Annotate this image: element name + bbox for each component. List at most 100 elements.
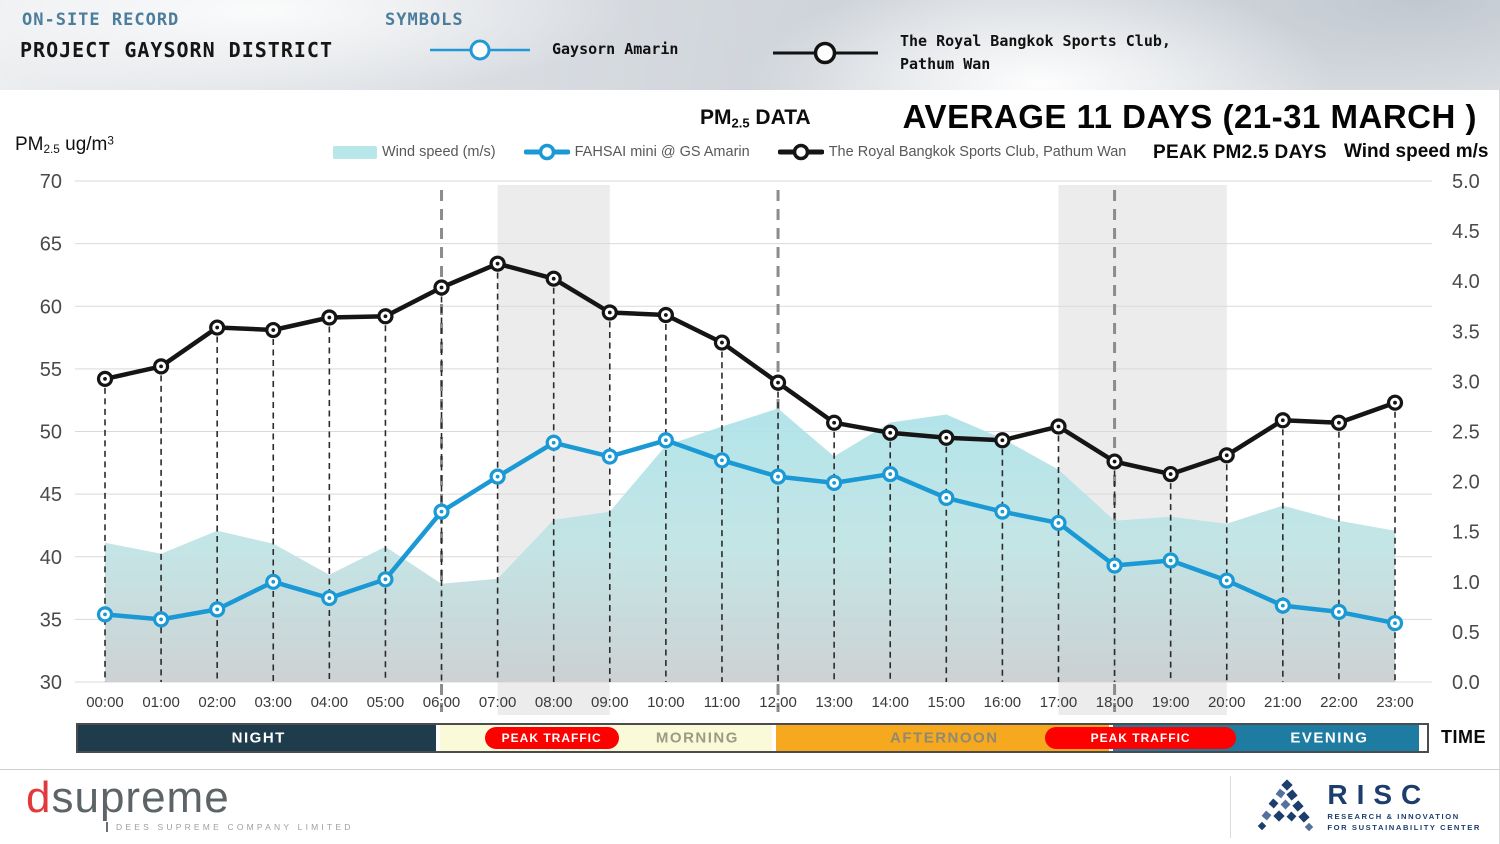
series-line (104, 261, 1396, 477)
symbol-label: Gaysorn Amarin (552, 40, 679, 59)
x-axis-tick: 03:00 (254, 694, 292, 711)
data-point-dot (383, 314, 388, 319)
x-axis-tick: 05:00 (367, 694, 405, 711)
x-axis-tick: 10:00 (647, 694, 685, 711)
data-point-dot (1280, 603, 1285, 608)
onsite-record-kicker: ON-SITE RECORD (22, 10, 180, 30)
data-point-dot (1224, 578, 1229, 583)
pm25-data-kicker: PM2.5 DATA (700, 106, 811, 131)
data-point-dot (607, 454, 612, 459)
right-axis-tick: 0.5 (1452, 622, 1480, 644)
x-axis-tick: 06:00 (423, 694, 461, 711)
left-axis-tick: 65 (40, 234, 62, 256)
left-axis-tick: 40 (40, 547, 62, 569)
right-axis-tick: 2.0 (1452, 472, 1480, 494)
data-point-dot (607, 310, 612, 315)
data-point-dot (439, 285, 444, 290)
x-axis-tick: 22:00 (1320, 694, 1358, 711)
data-point-dot (327, 315, 332, 320)
right-axis-tick: 3.0 (1452, 371, 1480, 393)
data-point-dot (1224, 453, 1229, 458)
peak-traffic-label: PEAK TRAFFIC (501, 731, 602, 745)
x-axis-tick: 09:00 (591, 694, 629, 711)
left-axis-tick: 60 (40, 296, 62, 318)
data-point-dot (551, 276, 556, 281)
data-point-dot (1168, 558, 1173, 563)
right-axis-tick: 1.0 (1452, 572, 1480, 594)
wind-area-swatch-icon (333, 145, 377, 159)
data-point-dot (1280, 418, 1285, 423)
line-circle-marker-icon (773, 42, 878, 65)
peak-traffic-label: PEAK TRAFFIC (1090, 731, 1191, 745)
data-point-dot (1000, 438, 1005, 443)
x-axis-tick: 18:00 (1096, 694, 1134, 711)
time-band-label: NIGHT (231, 729, 286, 747)
data-point-dot (495, 261, 500, 266)
x-axis-tick: 12:00 (759, 694, 797, 711)
data-point-dot (720, 340, 724, 345)
data-point-dot (439, 509, 444, 514)
data-point-dot (944, 495, 949, 500)
footer: dsupreme DEES SUPREME COMPANY LIMITED RI… (0, 770, 1500, 844)
right-axis-tick: 1.5 (1452, 522, 1480, 544)
time-band-label: EVENING (1290, 729, 1369, 747)
symbols-label: SYMBOLS (385, 10, 464, 30)
line-circle-marker-icon (777, 143, 824, 161)
legend-fahsai-mini: FAHSAI mini @ GS Amarin (523, 143, 750, 161)
data-point-dot (551, 440, 556, 445)
dsupreme-wordmark: dsupreme (26, 773, 230, 822)
x-axis-tick: 19:00 (1152, 694, 1190, 711)
data-point-dot (1337, 609, 1341, 614)
symbol-royal-bangkok-sports-club: The Royal Bangkok Sports Club, Pathum Wa… (773, 30, 1171, 77)
symbol-gaysorn-amarin: Gaysorn Amarin (430, 38, 678, 62)
x-axis-tick: 00:00 (86, 694, 124, 711)
data-point-dot (832, 420, 837, 425)
dsupreme-tagline: DEES SUPREME COMPANY LIMITED (106, 822, 354, 832)
data-point-dot (776, 380, 780, 385)
x-axis-tick: 16:00 (984, 694, 1022, 711)
data-point-dot (1056, 521, 1061, 525)
peak-traffic-pill: PEAK TRAFFIC (484, 727, 619, 749)
x-axis-tick: 11:00 (704, 694, 740, 711)
data-point-dot (495, 474, 500, 479)
x-axis-tick: 23:00 (1376, 694, 1414, 711)
time-band-label: AFTERNOON (890, 729, 999, 747)
data-point-dot (832, 480, 837, 485)
data-point-dot (1168, 472, 1173, 476)
peak-traffic-pill: PEAK TRAFFIC (1045, 727, 1236, 749)
data-point-dot (1337, 420, 1341, 425)
right-axis-title: Wind speed m/s (1344, 141, 1489, 162)
data-point-dot (327, 596, 332, 600)
x-axis-tick: 02:00 (198, 694, 236, 711)
x-axis-tick: 17:00 (1040, 694, 1078, 711)
data-point-dot (215, 607, 220, 612)
data-point-dot (215, 325, 220, 330)
peak-pm25-days-label: PEAK PM2.5 DAYS (1153, 142, 1327, 163)
data-point-dot (944, 435, 949, 440)
left-axis-title: PM2.5 ug/m3 (15, 134, 114, 156)
left-axis-tick: 45 (40, 484, 62, 506)
data-point-dot (271, 579, 276, 584)
project-title: PROJECT GAYSORN DISTRICT (20, 38, 333, 62)
data-point-dot (1056, 424, 1061, 429)
risc-logo: RISC RESEARCH & INNOVATION FOR SUSTAINAB… (1230, 776, 1481, 838)
data-point-dot (159, 364, 163, 369)
data-point-dot (103, 376, 107, 381)
data-point-dot (888, 430, 893, 435)
left-axis-tick: 55 (40, 359, 62, 381)
symbol-label: The Royal Bangkok Sports Club, Pathum Wa… (900, 32, 1171, 74)
data-point-dot (1393, 400, 1397, 405)
data-point-dot (1000, 509, 1005, 514)
right-axis-tick: 4.0 (1452, 271, 1480, 293)
risc-text: RISC RESEARCH & INNOVATION FOR SUSTAINAB… (1327, 781, 1481, 833)
data-point-dot (159, 617, 163, 622)
right-axis-tick: 4.5 (1452, 221, 1480, 243)
data-point-dot (1112, 563, 1117, 568)
data-point-dot (1112, 459, 1117, 464)
chart-legend: Wind speed (m/s) FAHSAI mini @ GS Amarin… (333, 143, 1126, 161)
left-axis-tick: 30 (40, 672, 62, 694)
dsupreme-logo: dsupreme DEES SUPREME COMPANY LIMITED (26, 776, 354, 832)
x-axis-tick: 15:00 (928, 694, 966, 711)
left-axis-tick: 50 (40, 422, 62, 444)
